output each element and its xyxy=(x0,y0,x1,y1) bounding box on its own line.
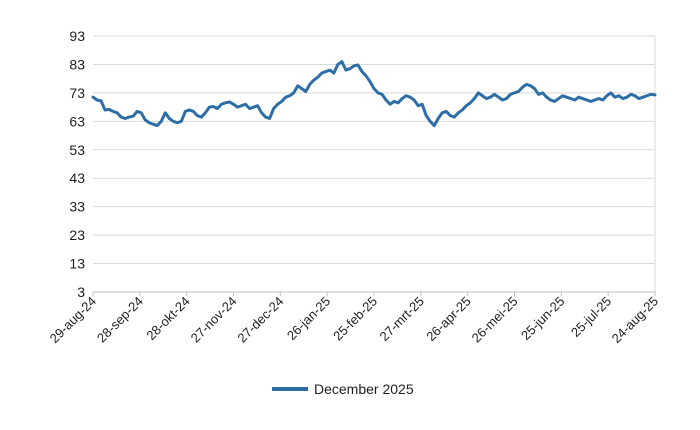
x-tick-label: 25-feb-25 xyxy=(330,294,380,344)
series-line-december-2025 xyxy=(91,60,657,128)
x-tick-label: 25-jul-25 xyxy=(568,294,614,340)
x-tick-label: 25-jun-25 xyxy=(518,294,567,343)
y-tick-label: 23 xyxy=(69,227,85,243)
x-tick-label: 27-mrt-25 xyxy=(376,294,426,344)
legend: December 2025 xyxy=(272,381,414,397)
x-tick-label: 27-dec-24 xyxy=(234,294,286,346)
x-axis-tick-labels: 29-aug-2428-sep-2428-okt-2427-nov-2427-d… xyxy=(47,294,662,347)
legend-swatch-december-2025 xyxy=(272,387,308,391)
y-tick-label: 13 xyxy=(69,256,85,272)
x-tick-label: 26-jan-25 xyxy=(284,294,333,343)
series-layer xyxy=(91,60,657,128)
y-tick-label: 3 xyxy=(77,284,85,300)
gridlines xyxy=(92,35,656,296)
y-axis-tick-labels: 3 13 23 33 43 53 63 73 83 93 xyxy=(69,28,85,300)
x-tick-label: 24-aug-25 xyxy=(609,294,662,347)
x-tick-label: 29-aug-24 xyxy=(47,294,100,347)
y-tick-label: 63 xyxy=(69,113,85,129)
x-tick-label: 28-okt-24 xyxy=(143,294,192,343)
x-tick-label: 26-apr-25 xyxy=(423,294,473,344)
y-tick-label: 93 xyxy=(69,28,85,44)
y-tick-label: 43 xyxy=(69,170,85,186)
legend-label-december-2025: December 2025 xyxy=(314,381,414,397)
y-tick-label: 33 xyxy=(69,199,85,215)
y-tick-label: 83 xyxy=(69,56,85,72)
y-tick-label: 73 xyxy=(69,85,85,101)
x-tick-label: 26-mei-25 xyxy=(469,294,521,346)
x-tick-label: 28-sep-24 xyxy=(94,294,146,346)
y-tick-label: 53 xyxy=(69,142,85,158)
x-tick-label: 27-nov-24 xyxy=(188,294,240,346)
